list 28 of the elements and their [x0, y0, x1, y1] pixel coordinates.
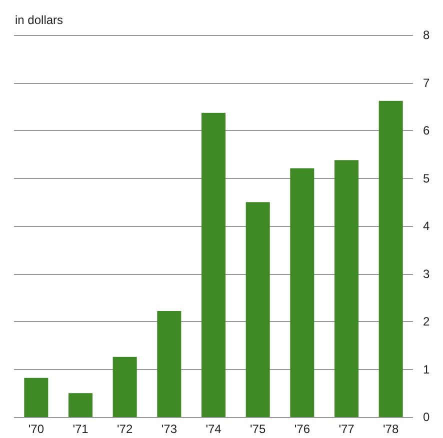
y-tick-label: 3 — [423, 266, 430, 281]
bar — [68, 393, 92, 417]
y-tick-label: 1 — [423, 362, 430, 376]
y-tick-label: 0 — [423, 410, 430, 424]
x-tick-label: '70 — [28, 422, 44, 436]
x-tick-label: '74 — [206, 422, 222, 436]
bar — [246, 202, 270, 417]
bar — [334, 160, 358, 417]
bar — [378, 100, 403, 417]
y-tick-label: 5 — [423, 171, 430, 186]
y-axis-title: in dollars — [15, 13, 64, 27]
bar — [24, 378, 48, 417]
y-tick-label: 7 — [423, 76, 430, 90]
y-tick-label: 8 — [423, 28, 430, 42]
x-tick-label: '73 — [161, 422, 178, 436]
bar — [112, 356, 137, 417]
x-tick-label: '71 — [72, 422, 89, 436]
x-tick-label: '76 — [294, 422, 310, 436]
bar — [290, 168, 314, 417]
x-tick-label: '72 — [117, 422, 133, 436]
y-tick-label: 6 — [423, 124, 430, 138]
bar — [157, 310, 182, 417]
y-tick-label: 2 — [423, 314, 430, 328]
x-tick-label: '78 — [383, 422, 399, 436]
x-tick-label: '77 — [338, 422, 355, 436]
y-tick-label: 4 — [423, 219, 430, 233]
x-tick-label: '75 — [250, 422, 266, 436]
bar — [202, 112, 226, 417]
